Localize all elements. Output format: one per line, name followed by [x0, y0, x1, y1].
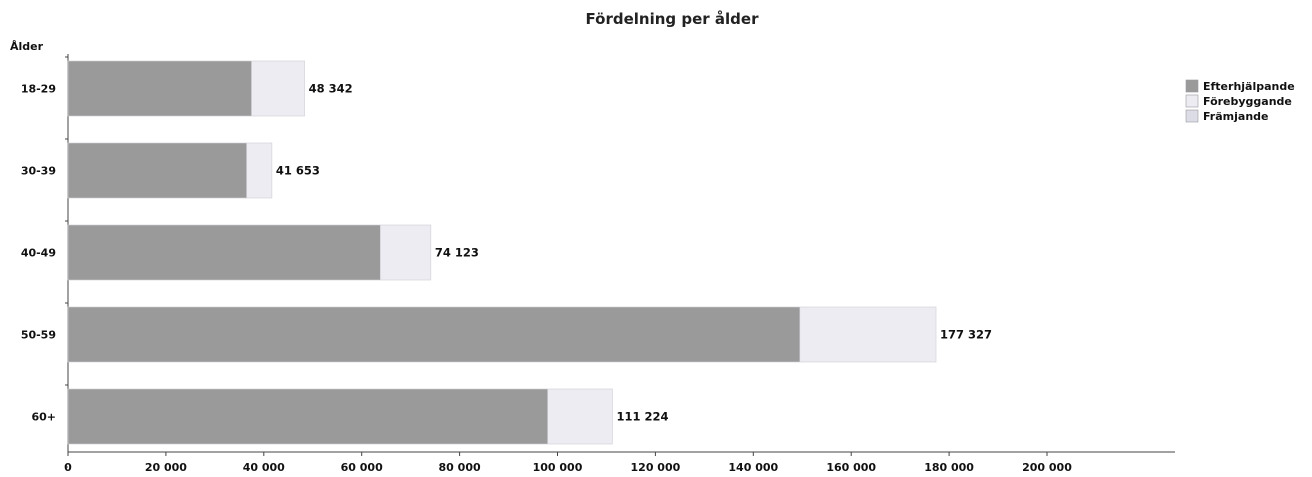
bar-segment — [251, 60, 305, 117]
bar-total-label: 111 224 — [616, 410, 668, 424]
x-tick-label: 40 000 — [243, 461, 285, 474]
bar-segment — [67, 224, 381, 281]
x-tick-label: 120 000 — [631, 461, 681, 474]
legend: Efterhjälpande Förebyggande Främjande — [1185, 79, 1295, 123]
legend-swatch — [1185, 94, 1199, 108]
bar-segment — [67, 306, 801, 363]
x-tick-label: 0 — [64, 461, 72, 474]
x-tick-label: 160 000 — [826, 461, 876, 474]
y-axis-label: Ålder — [10, 40, 44, 53]
legend-label: Förebyggande — [1203, 95, 1292, 108]
x-tick-label: 60 000 — [341, 461, 383, 474]
legend-swatch — [1185, 109, 1199, 123]
legend-label: Främjande — [1203, 110, 1268, 123]
x-tick-label: 200 000 — [1022, 461, 1072, 474]
y-tick-label: 60+ — [31, 411, 56, 424]
bar-total-label: 74 123 — [435, 246, 479, 260]
x-tick-label: 20 000 — [145, 461, 187, 474]
y-tick-label: 40-49 — [21, 247, 56, 260]
bar-segment — [799, 306, 937, 363]
y-tick-label: 30-39 — [21, 165, 56, 178]
plot-area: 0 20 000 40 000 60 000 80 000 100 000 120 000 1… — [21, 54, 1175, 474]
bar-total-label: 48 342 — [309, 82, 353, 96]
x-tick-label: 100 000 — [533, 461, 583, 474]
bar-segment — [67, 388, 549, 445]
legend-label: Efterhjälpande — [1203, 80, 1295, 93]
bar-segment — [246, 142, 273, 199]
bar-total-label: 41 653 — [276, 164, 320, 178]
bar-total-label: 177 327 — [940, 328, 992, 342]
bar-segment — [67, 142, 247, 199]
x-tick-label: 180 000 — [924, 461, 974, 474]
bar-segment — [380, 224, 432, 281]
y-tick-label: 50-59 — [21, 329, 56, 342]
chart-title: Fördelning per ålder — [586, 10, 760, 28]
bar-segment — [547, 388, 613, 445]
legend-swatch — [1185, 79, 1199, 93]
y-tick-label: 18-29 — [21, 83, 56, 96]
x-tick-label: 140 000 — [728, 461, 778, 474]
x-tick-label: 80 000 — [439, 461, 481, 474]
bar-segment — [67, 60, 252, 117]
